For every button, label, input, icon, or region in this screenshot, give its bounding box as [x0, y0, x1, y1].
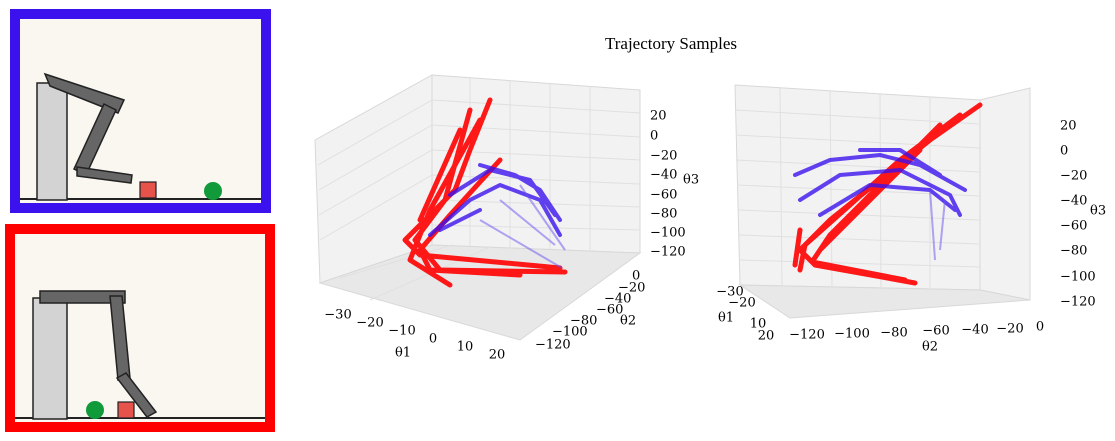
- z-tick-label: −60: [650, 188, 677, 203]
- y-tick-label: −120: [535, 338, 571, 353]
- z-tick-label: −20: [650, 149, 677, 164]
- y-tick-label: −100: [552, 325, 588, 340]
- z-tick-label: −100: [650, 226, 686, 241]
- y-tick-label: −100: [834, 327, 870, 342]
- x-tick-label: −30: [324, 308, 351, 323]
- x-tick-label: −30: [716, 285, 743, 300]
- z-tick-label: −120: [650, 245, 686, 260]
- y-tick-label: −40: [604, 292, 631, 307]
- y-tick-label: 0: [632, 269, 640, 284]
- z-tick-label: −120: [1060, 295, 1096, 310]
- scene-top: [10, 9, 271, 213]
- y-tick-label: −80: [570, 314, 597, 329]
- z-tick-label: −80: [650, 207, 677, 222]
- plot-3d: [314, 74, 642, 341]
- x-axis-label: θ1: [395, 346, 411, 361]
- z-tick-label: −40: [650, 168, 677, 183]
- scene-bottom: [5, 224, 275, 432]
- y-tick-label: −20: [996, 322, 1023, 337]
- z-tick-label: 20: [1060, 119, 1077, 134]
- x-axis-label: θ1: [718, 311, 734, 326]
- figure-title: Trajectory Samples: [605, 34, 737, 53]
- z-tick-label: 20: [650, 109, 667, 124]
- plot-3d: [734, 84, 1031, 319]
- z-axis-label: θ3: [683, 173, 699, 188]
- y-axis-label: θ2: [620, 314, 636, 329]
- y-tick-label: −20: [618, 281, 645, 296]
- y-tick-label: −40: [961, 323, 988, 338]
- x-tick-label: 20: [489, 348, 506, 363]
- z-tick-label: −80: [1060, 244, 1087, 259]
- x-tick-label: 10: [750, 317, 767, 332]
- z-tick-label: −20: [1060, 169, 1087, 184]
- z-tick-label: 0: [650, 129, 658, 144]
- z-axis-label: θ3: [1090, 204, 1106, 219]
- y-tick-label: 0: [1036, 320, 1044, 335]
- x-tick-label: −10: [388, 324, 415, 339]
- y-axis-label: θ2: [922, 340, 938, 355]
- z-tick-label: −40: [1060, 194, 1087, 209]
- z-tick-label: −60: [1060, 219, 1087, 234]
- x-tick-label: 20: [758, 329, 775, 344]
- x-tick-label: −20: [728, 296, 755, 311]
- y-tick-label: −60: [922, 324, 949, 339]
- y-tick-label: −120: [789, 328, 825, 343]
- z-tick-label: 0: [1060, 144, 1068, 159]
- y-tick-label: −80: [880, 326, 907, 341]
- y-tick-label: −60: [596, 303, 623, 318]
- z-tick-label: −100: [1060, 270, 1096, 285]
- x-tick-label: 0: [429, 332, 437, 347]
- x-tick-label: 10: [457, 340, 474, 355]
- x-tick-label: −20: [356, 316, 383, 331]
